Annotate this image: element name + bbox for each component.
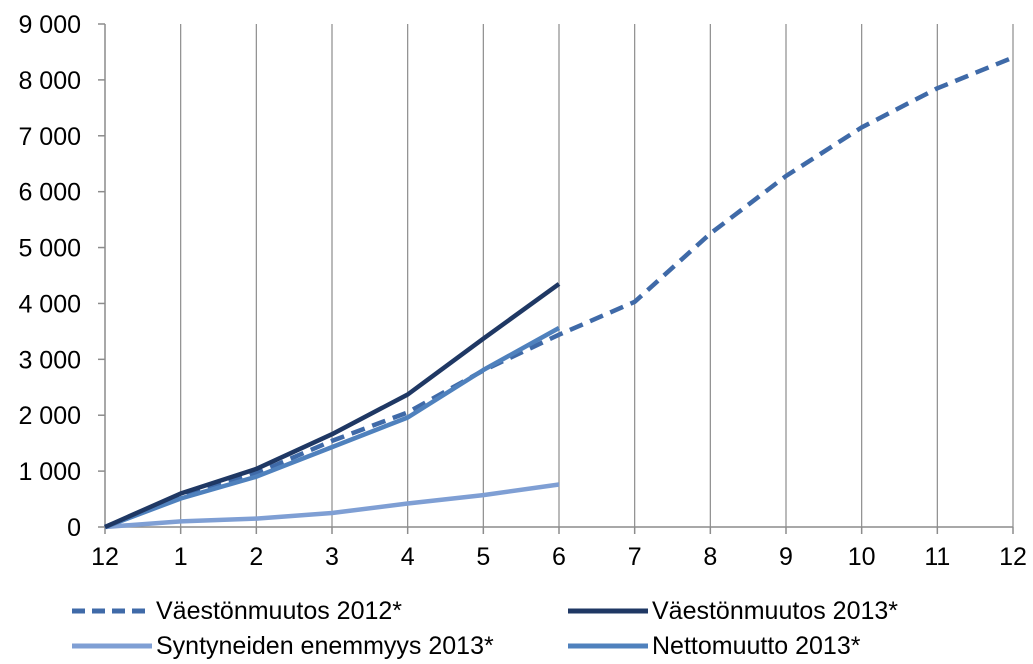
y-tick-label: 2 000 [18,402,81,430]
y-tick-label: 8 000 [18,67,81,95]
legend-item-nettomuutto-2013: Nettomuutto 2013* [568,628,860,664]
series-line-2 [104,482,560,530]
x-tick-label: 11 [924,543,950,571]
x-tick-label: 3 [325,543,339,571]
legend-label: Syntyneiden enemmyys 2013* [156,631,494,660]
series-line-0 [104,55,1014,530]
series-line-1 [104,282,561,530]
legend-label: Väestönmuutos 2012* [156,596,403,625]
x-tick-label: 1 [174,543,188,571]
series-lines [104,55,1014,530]
legend-swatch-solid [568,643,648,649]
legend-item-vaestonmuutos-2013: Väestönmuutos 2013* [568,593,898,629]
x-tick-label: 5 [476,543,490,571]
legend-item-syntyneiden-enemmyys-2013: Syntyneiden enemmyys 2013* [72,628,494,664]
vertical-gridlines [180,24,1014,527]
y-tick-label: 0 [67,514,81,542]
x-axis-tick-labels: 12 1 2 3 4 5 6 7 8 9 10 11 12 [91,543,1027,571]
y-tick-label: 1 000 [18,458,81,486]
x-tick-label: 6 [552,543,566,571]
x-tick-label: 12 [91,543,119,571]
x-tick-label: 12 [999,543,1027,571]
legend-item-vaestonmuutos-2012: Väestönmuutos 2012* [72,593,402,629]
x-tick-label: 8 [703,543,717,571]
legend-label: Nettomuutto 2013* [652,631,861,660]
y-tick-label: 9 000 [18,11,81,39]
y-tick-label: 4 000 [18,290,81,318]
y-axis-tick-labels: 0 1 000 2 000 3 000 4 000 5 000 6 000 7 000 8 00… [18,11,81,542]
x-tick-label: 4 [401,543,415,571]
series-line-3 [104,326,561,530]
x-tick-label: 7 [628,543,642,571]
y-tick-label: 5 000 [18,235,81,263]
x-tick-label: 2 [249,543,263,571]
x-tick-label: 9 [779,543,793,571]
legend-swatch-solid [72,643,152,649]
legend-swatch-dashed [72,608,152,614]
y-tick-label: 7 000 [18,123,81,151]
legend-swatch-solid [568,608,648,614]
y-tick-label: 3 000 [18,346,81,374]
legend-label: Väestönmuutos 2013* [652,596,899,625]
axes [98,23,1014,534]
x-tick-label: 10 [848,543,876,571]
line-chart: 0 1 000 2 000 3 000 4 000 5 000 6 000 7 000 8 00… [18,11,1027,571]
chart-legend: Väestönmuutos 2012* Väestönmuutos 2013* … [0,590,1033,664]
y-tick-label: 6 000 [18,179,81,207]
